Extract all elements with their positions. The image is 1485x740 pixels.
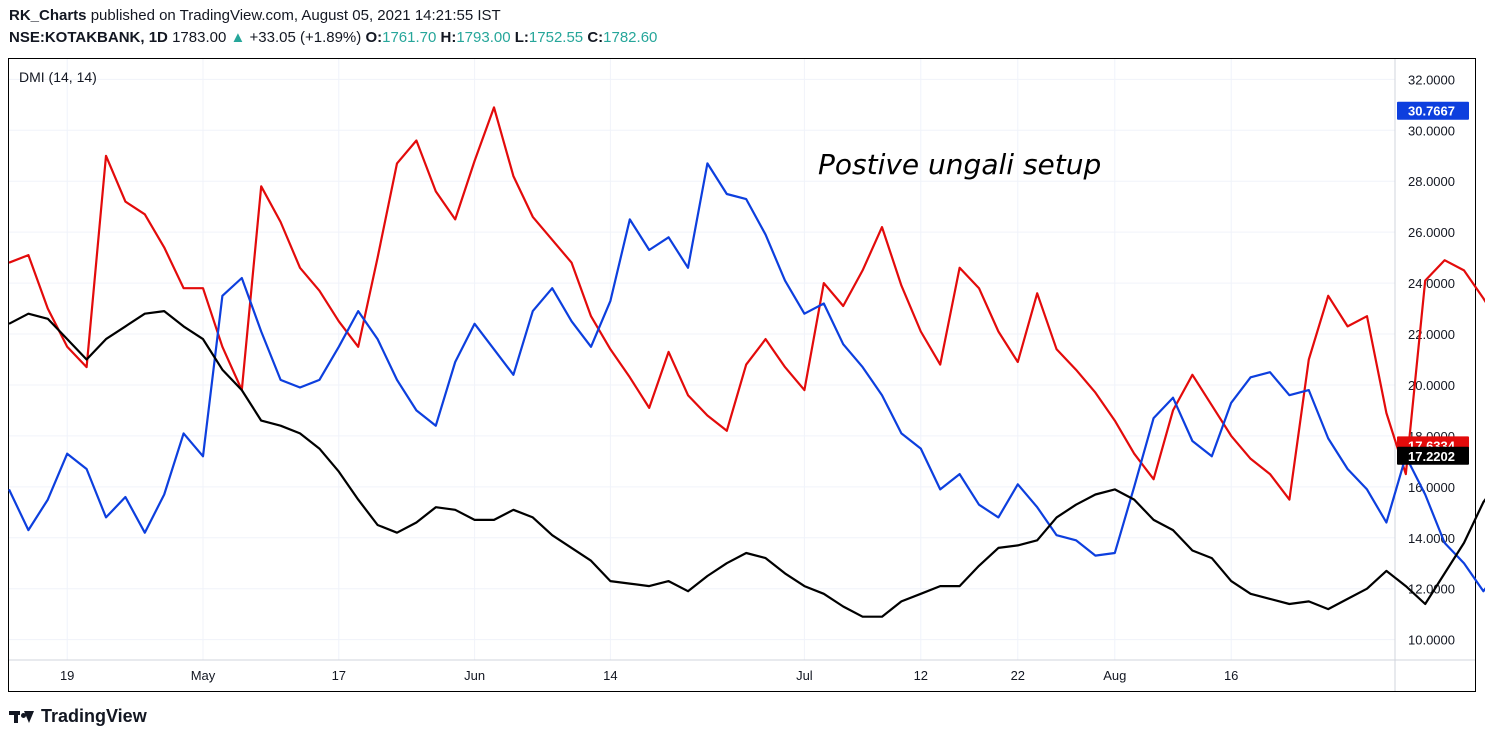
published-text: published on TradingView.com, August 05,… xyxy=(90,7,501,24)
open-value: 1761.70 xyxy=(382,29,437,46)
x-tick-label: Aug xyxy=(1103,668,1126,683)
y-tick-label: 32.0000 xyxy=(1408,72,1455,87)
y-tick-label: 28.0000 xyxy=(1408,174,1455,189)
high-label: H: xyxy=(440,29,457,46)
y-tick-label: 30.0000 xyxy=(1408,123,1455,138)
tradingview-logo-icon xyxy=(9,709,35,725)
x-tick-label: Jun xyxy=(464,668,485,683)
tradingview-logo: TradingView xyxy=(9,706,147,727)
last-value-badge xyxy=(1397,101,1469,120)
up-triangle-icon: ▲ xyxy=(230,29,246,46)
y-tick-label: 10.0000 xyxy=(1408,633,1455,648)
dmi-series-line-1 xyxy=(8,162,1485,593)
x-tick-label: 12 xyxy=(914,668,928,683)
low-value: 1752.55 xyxy=(528,29,584,46)
y-tick-label: 22.0000 xyxy=(1408,327,1455,342)
last-value-badge xyxy=(1397,446,1469,465)
symbol-name: NSE:KOTAKBANK, 1D xyxy=(9,29,168,46)
dmi-series-line-2 xyxy=(8,310,1485,618)
chart-annotation: Postive ungali setup xyxy=(818,148,1101,181)
y-tick-label: 20.0000 xyxy=(1408,378,1455,393)
x-tick-label: 14 xyxy=(603,668,617,683)
low-label: L: xyxy=(514,29,529,46)
chart-frame[interactable] xyxy=(8,58,1476,692)
close-value: 1782.60 xyxy=(603,29,658,46)
open-label: O: xyxy=(365,29,383,46)
price-change: +33.05 (+1.89%) xyxy=(249,29,362,46)
y-tick-label: 24.0000 xyxy=(1408,276,1455,291)
indicator-label: DMI (14, 14) xyxy=(19,69,97,85)
tradingview-brand: TradingView xyxy=(41,706,147,726)
y-tick-label: 12.0000 xyxy=(1408,582,1455,597)
x-tick-label: 17 xyxy=(332,668,346,683)
close-label: C: xyxy=(587,29,604,46)
publish-info: RK_Charts published on TradingView.com, … xyxy=(9,7,501,24)
x-tick-label: Jul xyxy=(796,668,813,683)
x-tick-label: May xyxy=(191,668,216,683)
y-tick-label: 16.0000 xyxy=(1408,480,1455,495)
x-tick-label: 19 xyxy=(60,668,74,683)
last-value-label: 30.7667 xyxy=(1408,104,1455,119)
high-value: 1793.00 xyxy=(456,29,511,46)
publisher-name: RK_Charts xyxy=(9,7,87,24)
y-tick-label: 14.0000 xyxy=(1408,531,1455,546)
y-tick-label: 26.0000 xyxy=(1408,225,1455,240)
x-tick-label: 22 xyxy=(1011,668,1025,683)
x-tick-label: 16 xyxy=(1224,668,1238,683)
last-price: 1783.00 xyxy=(172,29,227,46)
symbol-info: NSE:KOTAKBANK, 1D 1783.00 ▲ +33.05 (+1.8… xyxy=(9,29,657,46)
dmi-series-line-0 xyxy=(8,106,1485,501)
last-value-label: 17.2202 xyxy=(1408,449,1455,464)
